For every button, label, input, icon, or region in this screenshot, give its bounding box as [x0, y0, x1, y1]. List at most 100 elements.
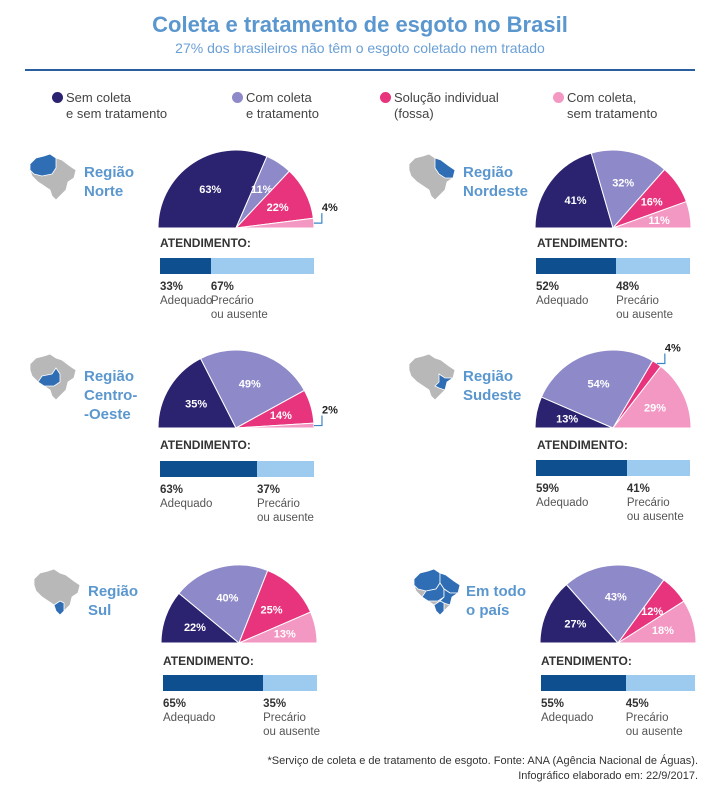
slice-value-label: 16% — [641, 197, 663, 209]
service-adequado-label: 63% Adequado — [160, 483, 212, 511]
service-precario-label-name: Precário ou ausente — [210, 295, 268, 321]
service-bar-adequado — [541, 675, 626, 691]
legend-label: Sem coleta e sem tratamento — [66, 90, 168, 121]
pie-slice — [540, 349, 654, 429]
service-bar — [163, 675, 317, 691]
pie-slice — [238, 611, 318, 644]
service-title: ATENDIMENTO: — [541, 654, 632, 668]
region-title: Região Centro- -Oeste — [84, 368, 138, 423]
service-adequado-label: 33% Adequado — [160, 280, 212, 308]
service-precario-label-pct: 67% — [210, 281, 234, 293]
service-precario-label-pct: 45% — [625, 698, 649, 710]
brazil-map-highlight — [53, 600, 65, 616]
callout-line — [656, 353, 666, 365]
slice-value-label: 54% — [588, 378, 610, 390]
service-adequado-label-pct: 59% — [536, 483, 560, 495]
pie-slice — [565, 564, 665, 644]
service-adequado-label-pct: 63% — [160, 484, 184, 496]
service-precario-label-pct: 37% — [257, 484, 281, 496]
service-title: ATENDIMENTO: — [160, 438, 251, 452]
legend-label: Solução individual (fossa) — [394, 90, 499, 121]
pie-slice — [178, 564, 269, 644]
brazil-map-icon — [405, 350, 457, 407]
page-title: Coleta e tratamento de esgoto no Brasil — [152, 12, 568, 37]
legend-swatch — [380, 92, 391, 103]
slice-value-label: 11% — [648, 215, 670, 227]
brazil-map-icon — [26, 350, 78, 407]
brazil-map-highlight — [439, 588, 460, 606]
pie-slice — [611, 365, 692, 429]
half-pie-chart: 35% 49% 14% 2% — [157, 349, 338, 429]
service-bar — [536, 258, 690, 274]
region-title: Região Sul — [88, 583, 139, 619]
slice-value-label: 40% — [216, 593, 238, 605]
legend-swatch — [553, 92, 564, 103]
service-bar — [160, 258, 314, 274]
slice-value-label: 13% — [274, 629, 296, 641]
service-title: ATENDIMENTO: — [163, 654, 254, 668]
brazil-map-highlight — [434, 157, 456, 179]
service-precario-label: 67% Precário ou ausente — [211, 280, 268, 322]
service-precario-label-name: Precário ou ausente — [263, 712, 321, 738]
service-adequado-label-name: Adequado — [541, 712, 594, 724]
brazil-map-base — [408, 353, 456, 401]
slice-value-label: 25% — [261, 604, 283, 616]
slice-value-label: 14% — [270, 410, 292, 422]
service-precario-label-pct: 41% — [626, 483, 650, 495]
service-precario-label: 41% Precário ou ausente — [627, 482, 684, 524]
service-adequado-label-pct: 55% — [541, 698, 565, 710]
legend-swatch — [52, 92, 63, 103]
slice-value-label: 13% — [556, 414, 578, 426]
service-bar — [160, 461, 314, 477]
slice-value-label: 4% — [665, 342, 681, 354]
service-adequado-label-name: Adequado — [163, 712, 216, 724]
service-adequado-label-name: Adequado — [160, 498, 213, 510]
page-subtitle: 27% dos brasileiros não têm o esgoto col… — [175, 40, 545, 56]
slice-value-label: 22% — [267, 202, 289, 214]
service-bar-adequado — [536, 258, 617, 274]
region-title: Região Norte — [84, 164, 135, 200]
slice-value-label: 2% — [322, 405, 338, 417]
legend-label: Com coleta, sem tratamento — [567, 90, 658, 121]
legend-label: Com coleta e tratamento — [246, 90, 319, 121]
footnote-source: *Serviço de coleta e de tratamento de es… — [267, 755, 698, 767]
half-pie-chart: 27% 43% 12% 18% — [539, 564, 697, 644]
service-precario-label-name: Precário ou ausente — [616, 295, 673, 321]
service-precario-label-name: Precário ou ausente — [625, 712, 683, 738]
half-pie-chart: 63% 11% 22% 4% — [157, 149, 338, 229]
slice-value-label: 49% — [239, 378, 261, 390]
half-pie-chart: 13% 54% 4% 29% — [534, 342, 692, 429]
service-adequado-label-name: Adequado — [536, 497, 589, 509]
service-precario-label: 48% Precário ou ausente — [616, 280, 673, 322]
brazil-map-icon — [410, 565, 462, 622]
service-title: ATENDIMENTO: — [160, 236, 251, 250]
service-bar-adequado — [160, 461, 258, 477]
pie-slice — [238, 569, 312, 644]
service-bar — [536, 460, 690, 476]
half-pie-chart: 22% 40% 25% 13% — [160, 564, 318, 644]
service-precario-label: 35% Precário ou ausente — [263, 697, 320, 739]
service-adequado-label-name: Adequado — [536, 295, 589, 307]
slice-value-label: 18% — [652, 625, 674, 637]
slice-value-label: 63% — [199, 184, 221, 196]
pie-slice — [612, 200, 692, 229]
brazil-map-highlight — [433, 600, 445, 616]
service-adequado-label: 59% Adequado — [536, 482, 588, 510]
service-bar — [541, 675, 695, 691]
region-title: Em todo o país — [466, 583, 526, 619]
callout-line — [313, 213, 323, 224]
pie-slice — [199, 349, 306, 429]
service-title: ATENDIMENTO: — [537, 236, 628, 250]
legend-swatch — [232, 92, 243, 103]
service-bar-adequado — [163, 675, 264, 691]
pie-slice — [157, 149, 268, 229]
callout-line — [313, 415, 323, 427]
service-precario-label-name: Precário ou ausente — [626, 497, 684, 523]
service-adequado-label: 55% Adequado — [541, 697, 593, 725]
service-bar-adequado — [160, 258, 211, 274]
service-adequado-label-pct: 65% — [163, 698, 187, 710]
slice-value-label: 12% — [641, 606, 663, 618]
pie-slice — [157, 357, 237, 429]
brazil-map-icon — [26, 150, 78, 207]
service-title: ATENDIMENTO: — [537, 438, 628, 452]
